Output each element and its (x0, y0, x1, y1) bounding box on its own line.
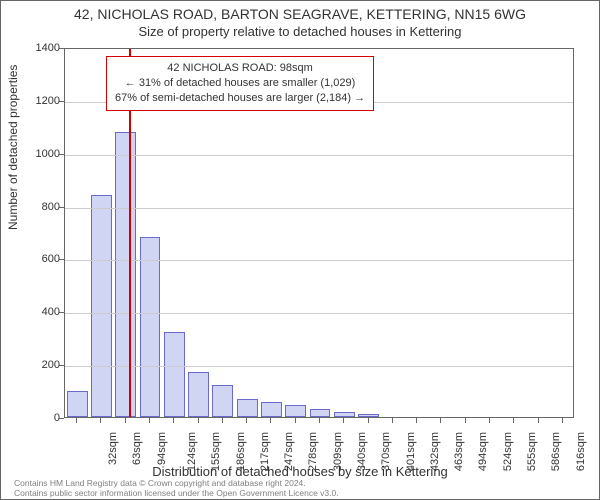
xtick-mark (343, 418, 344, 423)
histogram-bar (67, 391, 88, 417)
xtick-label: 494sqm (478, 432, 490, 471)
xtick-mark (465, 418, 466, 423)
y-axis-label: Number of detached properties (6, 65, 20, 230)
histogram-bar (115, 132, 136, 417)
histogram-bar (358, 414, 379, 417)
xtick-mark (392, 418, 393, 423)
ytick-label: 0 (24, 412, 60, 424)
histogram-bar (310, 409, 331, 417)
xtick-label: 247sqm (283, 432, 295, 471)
annotation-line3: 67% of semi-detached houses are larger (… (115, 91, 365, 106)
histogram-bar (164, 332, 185, 417)
xtick-mark (76, 418, 77, 423)
xtick-mark (368, 418, 369, 423)
xtick-label: 586sqm (550, 432, 562, 471)
ytick-label: 1200 (24, 95, 60, 107)
xtick-label: 32sqm (107, 432, 119, 465)
xtick-label: 186sqm (235, 432, 247, 471)
gridline (65, 155, 573, 156)
xtick-label: 524sqm (502, 432, 514, 471)
annotation-box: 42 NICHOLAS ROAD: 98sqm← 31% of detached… (106, 56, 374, 111)
histogram-bar (188, 372, 209, 417)
ytick-label: 600 (24, 253, 60, 265)
histogram-bar (261, 402, 282, 417)
xtick-label: 370sqm (380, 432, 392, 471)
xtick-mark (270, 418, 271, 423)
xtick-mark (125, 418, 126, 423)
xtick-label: 94sqm (156, 432, 168, 465)
xtick-mark (416, 418, 417, 423)
gridline (65, 313, 573, 314)
xtick-label: 63sqm (131, 432, 143, 465)
ytick-label: 200 (24, 359, 60, 371)
footer-line2: Contains public sector information licen… (14, 488, 339, 498)
chart-title: 42, NICHOLAS ROAD, BARTON SEAGRAVE, KETT… (0, 6, 600, 22)
gridline (65, 208, 573, 209)
xtick-mark (100, 418, 101, 423)
gridline (65, 260, 573, 261)
xtick-mark (513, 418, 514, 423)
xtick-label: 555sqm (526, 432, 538, 471)
footer-line1: Contains HM Land Registry data © Crown c… (14, 478, 339, 488)
xtick-mark (246, 418, 247, 423)
xtick-mark (538, 418, 539, 423)
footer-attribution: Contains HM Land Registry data © Crown c… (14, 478, 339, 498)
histogram-bar (91, 195, 112, 417)
chart-container: 42, NICHOLAS ROAD, BARTON SEAGRAVE, KETT… (0, 0, 600, 500)
xtick-label: 340sqm (356, 432, 368, 471)
xtick-label: 278sqm (308, 432, 320, 471)
chart-subtitle: Size of property relative to detached ho… (0, 24, 600, 39)
xtick-label: 217sqm (259, 432, 271, 471)
annotation-line1: 42 NICHOLAS ROAD: 98sqm (115, 61, 365, 76)
xtick-label: 432sqm (429, 432, 441, 471)
gridline (65, 366, 573, 367)
histogram-bar (212, 385, 233, 417)
ytick-label: 800 (24, 201, 60, 213)
ytick-label: 1000 (24, 148, 60, 160)
xtick-label: 124sqm (186, 432, 198, 471)
xtick-mark (489, 418, 490, 423)
histogram-bar (334, 412, 355, 417)
xtick-mark (149, 418, 150, 423)
histogram-bar (285, 405, 306, 417)
annotation-line2: ← 31% of detached houses are smaller (1,… (115, 76, 365, 91)
xtick-label: 155sqm (210, 432, 222, 471)
xtick-label: 463sqm (453, 432, 465, 471)
xtick-mark (222, 418, 223, 423)
xtick-label: 401sqm (405, 432, 417, 471)
xtick-mark (173, 418, 174, 423)
xtick-mark (440, 418, 441, 423)
histogram-bar (237, 399, 258, 418)
ytick-label: 400 (24, 306, 60, 318)
xtick-label: 616sqm (575, 432, 587, 471)
xtick-mark (198, 418, 199, 423)
histogram-bar (140, 237, 161, 417)
xtick-mark (295, 418, 296, 423)
xtick-mark (562, 418, 563, 423)
xtick-label: 309sqm (332, 432, 344, 471)
ytick-label: 1400 (24, 42, 60, 54)
xtick-mark (319, 418, 320, 423)
